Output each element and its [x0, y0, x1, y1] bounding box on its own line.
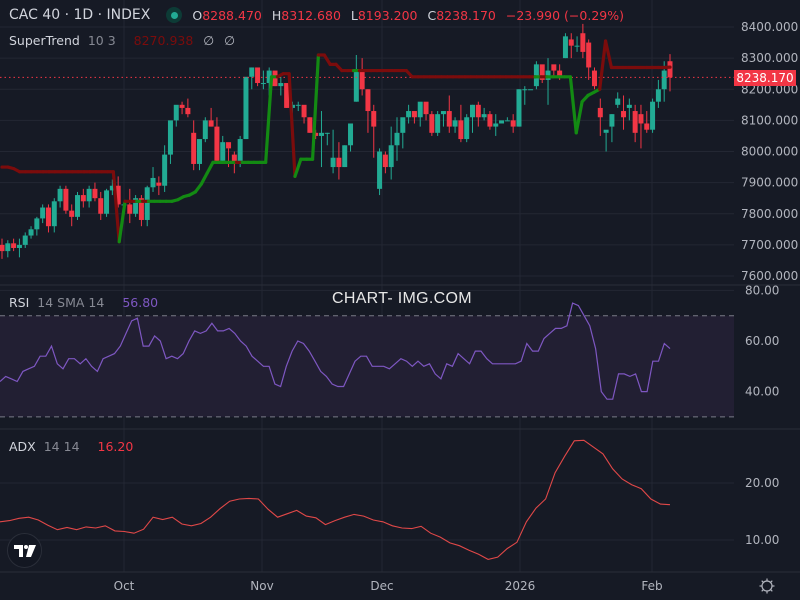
- rsi-value: 56.80: [122, 295, 159, 310]
- supertrend-params: 10 3: [87, 33, 116, 48]
- candlestick-series: [0, 23, 734, 259]
- svg-text:Dec: Dec: [370, 579, 393, 593]
- rsi-legend[interactable]: RSI 14 SMA 14 56.80: [9, 295, 158, 310]
- grid-lines: [0, 0, 734, 572]
- supertrend-legend[interactable]: SuperTrend 10 3 8270.938 ∅ ∅: [9, 33, 235, 48]
- svg-text:Oct: Oct: [114, 579, 135, 593]
- svg-text:8000.000: 8000.000: [741, 145, 798, 159]
- svg-text:7600.000: 7600.000: [741, 269, 798, 283]
- svg-text:7700.000: 7700.000: [741, 238, 798, 252]
- adx-pane: [0, 439, 671, 560]
- time-axis-labels: Oct Nov Dec 2026 Feb: [114, 579, 663, 593]
- low-label: L: [350, 7, 358, 23]
- rsi-name: RSI: [9, 295, 30, 310]
- supertrend-value: 8270.938: [133, 33, 194, 48]
- change-value: −23.990 (−0.29%): [505, 7, 624, 23]
- adx-name: ADX: [9, 439, 36, 454]
- svg-text:20.00: 20.00: [745, 476, 779, 490]
- tradingview-logo-icon: [13, 544, 36, 557]
- supertrend-name: SuperTrend: [9, 33, 80, 48]
- svg-text:80.00: 80.00: [745, 283, 779, 297]
- supertrend-line: [0, 39, 672, 244]
- close-label: C: [427, 7, 437, 23]
- open-label: O: [192, 7, 203, 23]
- rsi-params: 14 SMA 14: [37, 295, 105, 310]
- svg-text:Nov: Nov: [250, 579, 273, 593]
- symbol-legend[interactable]: CAC 40 · 1D · INDEX O8288.470 H8312.680 …: [9, 7, 624, 23]
- settings-gear-icon[interactable]: [759, 578, 775, 594]
- svg-text:7800.000: 7800.000: [741, 207, 798, 221]
- adx-legend[interactable]: ADX 14 14 16.20: [9, 439, 133, 454]
- svg-text:8300.000: 8300.000: [741, 51, 798, 65]
- svg-text:40.00: 40.00: [745, 385, 779, 399]
- adx-value: 16.20: [97, 439, 134, 454]
- svg-text:7900.000: 7900.000: [741, 176, 798, 190]
- high-label: H: [271, 7, 282, 23]
- tradingview-logo[interactable]: [7, 533, 42, 568]
- svg-text:8100.000: 8100.000: [741, 113, 798, 127]
- market-status-icon: [166, 7, 183, 23]
- close-value: 8238.170: [436, 7, 496, 23]
- supertrend-empty-icon-2: ∅: [224, 33, 236, 48]
- open-value: 8288.470: [202, 7, 262, 23]
- svg-text:2026: 2026: [505, 579, 536, 593]
- low-value: 8193.200: [357, 7, 418, 23]
- svg-text:60.00: 60.00: [745, 334, 779, 348]
- symbol-title: CAC 40 · 1D · INDEX: [9, 7, 151, 23]
- adx-params: 14 14: [43, 439, 80, 454]
- high-value: 8312.680: [281, 7, 341, 23]
- watermark: CHART- IMG.COM: [332, 290, 472, 307]
- svg-text:Feb: Feb: [641, 579, 662, 593]
- supertrend-empty-icon-1: ∅: [203, 33, 215, 48]
- last-price-tag: 8238.170: [734, 70, 796, 86]
- price-axis-labels: 8400.0008300.0008200.0008100.0008000.000…: [741, 20, 798, 547]
- pane-separators: [0, 284, 800, 573]
- svg-text:8400.000: 8400.000: [741, 20, 798, 34]
- ohlc-values: O8288.470 H8312.680 L8193.200 C8238.170 …: [192, 8, 624, 23]
- rsi-pane: [0, 302, 734, 418]
- svg-text:10.00: 10.00: [745, 533, 779, 547]
